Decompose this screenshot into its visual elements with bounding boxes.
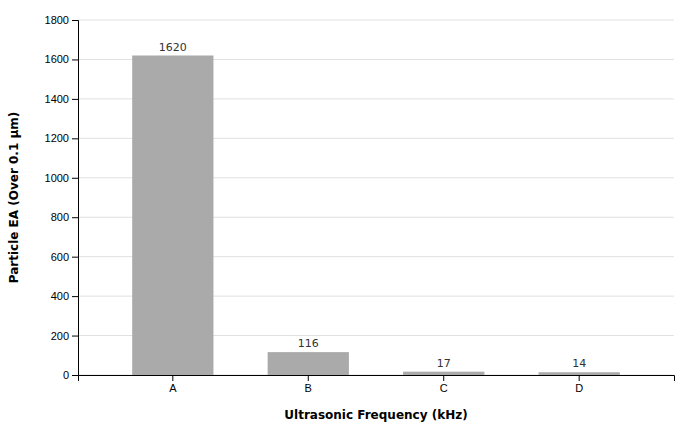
tick: B [305, 375, 312, 394]
tick-mark [72, 296, 78, 297]
tick-mark [72, 375, 78, 376]
tick-label: C [440, 382, 448, 394]
tick-mark [72, 217, 78, 218]
tick-mark [72, 59, 78, 60]
tick: 200 [51, 330, 78, 342]
tick-mark [72, 99, 78, 100]
tick-label: 1400 [45, 93, 69, 105]
data-label: 14 [572, 357, 586, 370]
tick: 1000 [45, 172, 78, 184]
x-axis: A B C D [79, 375, 675, 394]
grid-line [78, 20, 674, 21]
tick-label: 1800 [45, 14, 69, 26]
data-label: 1620 [159, 41, 187, 54]
axis-line [79, 376, 675, 382]
tick-label: 400 [51, 290, 69, 302]
bar [403, 372, 484, 375]
tick-mark [72, 336, 78, 337]
tick-mark [443, 375, 444, 381]
bar [132, 56, 213, 376]
axis-line [72, 21, 79, 376]
tick-mark [72, 20, 78, 21]
plot: 1620 116 17 14 0 200 400 600 800 1000 1200 1400 1600… [45, 14, 675, 394]
bar [539, 372, 620, 375]
tick-label: 800 [51, 211, 69, 223]
tick-mark [72, 178, 78, 179]
tick: 600 [51, 251, 78, 263]
tick: C [440, 375, 448, 394]
tick-label: D [575, 382, 583, 394]
data-labels: 1620 116 17 14 [159, 41, 586, 371]
tick: 1200 [45, 132, 78, 144]
tick: 1600 [45, 53, 78, 65]
tick: D [575, 375, 583, 394]
y-axis: 0 200 400 600 800 1000 1200 1400 1600 1800 [45, 14, 79, 381]
tick-mark [579, 375, 580, 381]
tick: A [169, 375, 177, 394]
chart: 1620 116 17 14 0 200 400 600 800 1000 1200 1400 1600… [0, 0, 694, 433]
tick-mark [308, 375, 309, 381]
bar [268, 352, 349, 375]
grid [78, 20, 674, 375]
data-label: 17 [437, 357, 451, 370]
tick-label: 200 [51, 330, 69, 342]
y-axis-title: Particle EA (Over 0.1 μm) [7, 112, 21, 284]
bars [132, 56, 620, 376]
tick-label: 0 [63, 369, 69, 381]
tick: 1400 [45, 93, 78, 105]
tick-label: 1600 [45, 53, 69, 65]
x-axis-title: Ultrasonic Frequency (kHz) [284, 408, 467, 422]
tick-label: 600 [51, 251, 69, 263]
tick-mark [72, 138, 78, 139]
tick: 0 [63, 369, 78, 381]
tick-mark [72, 257, 78, 258]
tick-mark [172, 375, 173, 381]
tick-label: B [305, 382, 312, 394]
data-label: 116 [298, 337, 319, 350]
tick-label: A [169, 382, 177, 394]
tick: 1800 [45, 14, 78, 26]
tick-label: 1200 [45, 132, 69, 144]
tick-label: 1000 [45, 172, 69, 184]
tick: 400 [51, 290, 78, 302]
tick: 800 [51, 211, 78, 223]
